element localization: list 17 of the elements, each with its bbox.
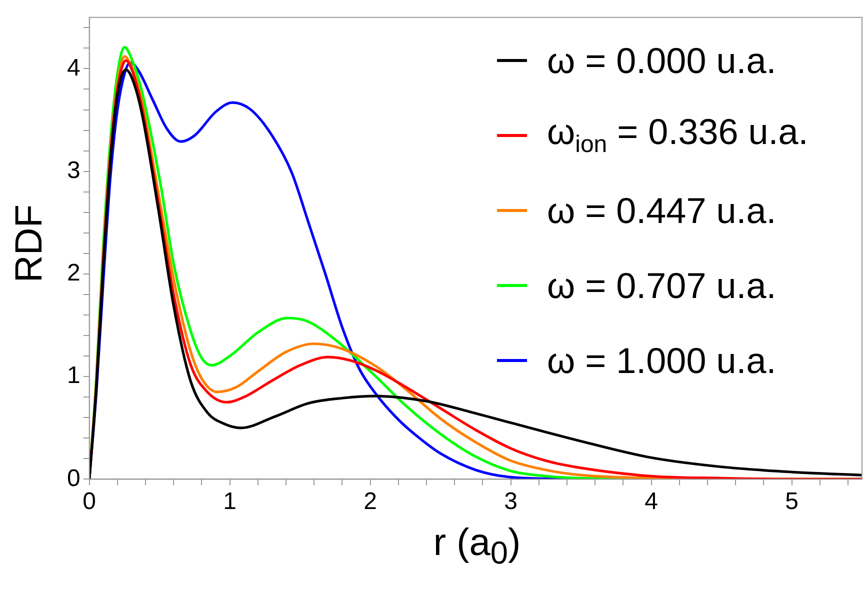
x-tick-label: 1	[223, 488, 237, 516]
legend-label: ω = 0.447 u.a.	[547, 190, 776, 232]
legend-label: ω = 0.000 u.a.	[547, 40, 776, 82]
legend-label: ω$_{ion}$ = 0.336 u.a.	[547, 111, 808, 160]
y-tick-label: 0	[66, 464, 80, 492]
x-tick-label: 4	[644, 488, 658, 516]
y-tick-label: 3	[66, 156, 80, 184]
x-axis-title: r (a$_{0}$)	[432, 522, 522, 572]
legend-label: ω = 0.707 u.a.	[547, 264, 776, 306]
y-tick-label: 2	[66, 260, 80, 287]
x-tick-label: 3	[504, 488, 518, 516]
x-tick-label: 2	[364, 488, 377, 516]
x-tick-label: 5	[785, 488, 798, 516]
y-tick-label: 1	[66, 362, 80, 390]
y-tick-label: 4	[66, 54, 80, 82]
y-axis-title: RDF	[8, 203, 52, 285]
legend-label: ω = 1.000 u.a.	[547, 340, 776, 382]
